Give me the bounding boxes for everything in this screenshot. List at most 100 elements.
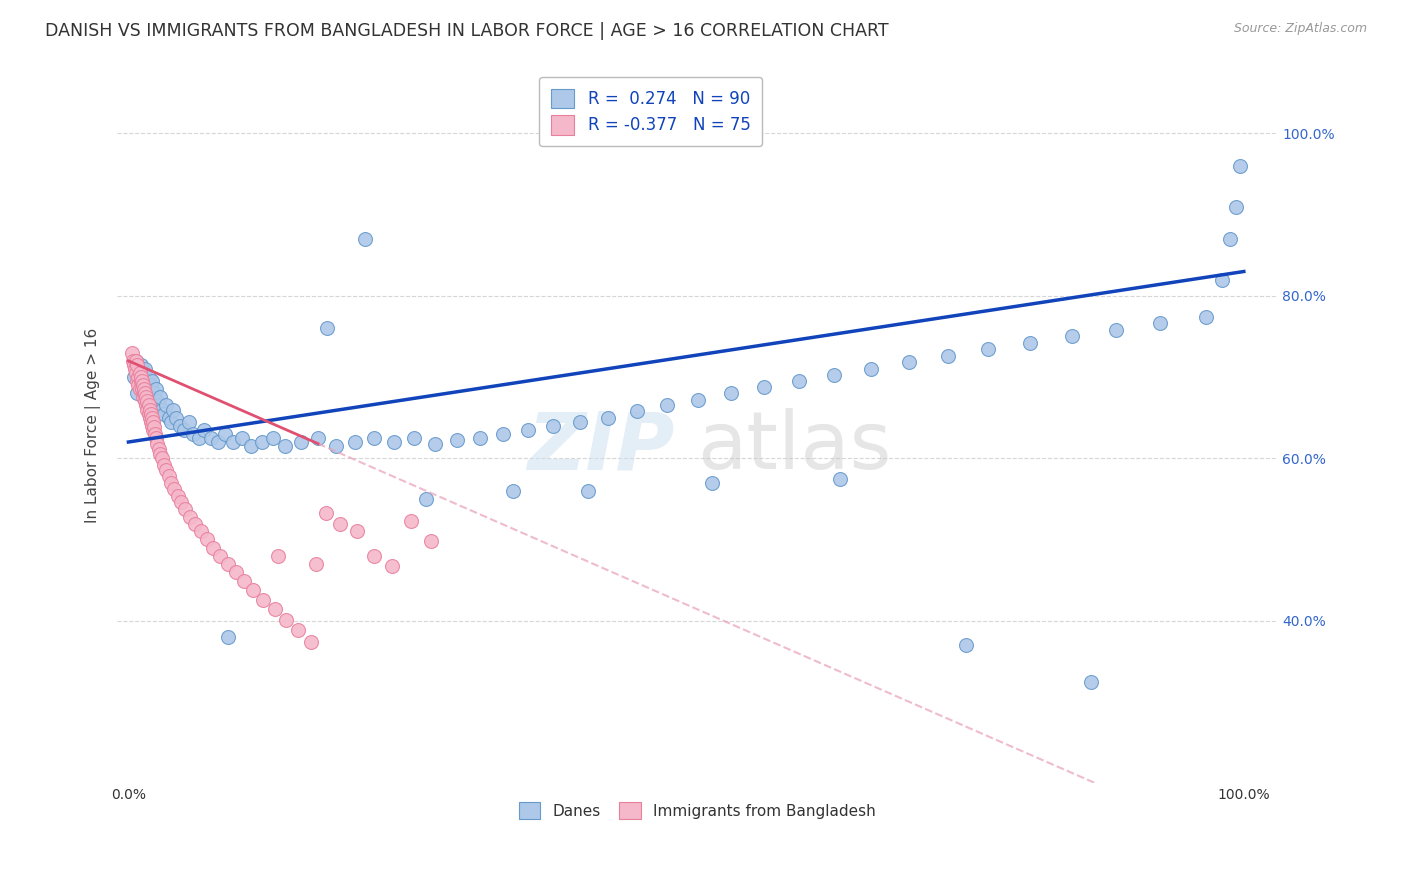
Point [146,394,169,409]
Point [127,374,149,388]
Point [132,382,155,396]
Point [252,435,274,450]
Point [134,386,156,401]
Point [153,458,176,472]
Point [1149,317,1171,331]
Point [127,362,149,376]
Point [290,435,312,450]
Point [516,423,538,437]
Point [399,514,422,528]
Point [214,426,236,441]
Point [363,431,385,445]
Point [125,366,148,380]
Point [316,321,339,335]
Point [543,418,565,433]
Point [122,358,145,372]
Point [181,426,204,441]
Point [143,386,166,401]
Point [148,442,170,456]
Point [402,431,425,445]
Point [305,557,328,571]
Point [163,482,186,496]
Point [217,630,239,644]
Point [193,423,215,437]
Point [143,420,166,434]
Point [142,390,165,404]
Point [136,402,159,417]
Point [129,358,152,372]
Point [381,559,404,574]
Point [354,232,377,246]
Text: atlas: atlas [697,409,891,486]
Point [207,435,229,450]
Point [141,418,163,433]
Point [138,410,160,425]
Text: Source: ZipAtlas.com: Source: ZipAtlas.com [1233,22,1367,36]
Point [159,415,181,429]
Point [1225,200,1247,214]
Point [129,370,152,384]
Point [1018,335,1040,350]
Point [955,638,977,652]
Point [177,415,200,429]
Point [132,378,155,392]
Point [150,451,173,466]
Point [1219,232,1241,246]
Point [155,399,177,413]
Point [1104,323,1126,337]
Point [382,435,405,450]
Point [262,431,284,445]
Point [425,436,447,450]
Point [127,378,149,392]
Point [1229,159,1251,173]
Point [153,407,176,421]
Point [142,423,165,437]
Point [138,370,160,384]
Point [626,404,648,418]
Point [287,624,309,638]
Point [202,541,225,555]
Point [132,382,155,396]
Point [343,435,366,450]
Point [127,386,149,401]
Point [145,382,167,396]
Legend: Danes, Immigrants from Bangladesh: Danes, Immigrants from Bangladesh [513,796,882,825]
Point [169,418,191,433]
Point [138,382,160,396]
Point [138,399,160,413]
Point [150,402,173,417]
Point [155,463,177,477]
Point [131,374,153,388]
Text: ZIP: ZIP [527,409,673,486]
Point [492,426,515,441]
Point [179,509,201,524]
Point [860,362,883,376]
Point [222,435,245,450]
Point [346,524,368,539]
Point [252,592,274,607]
Point [141,410,163,425]
Point [190,524,212,539]
Point [274,613,297,627]
Point [148,399,170,413]
Point [263,602,285,616]
Point [267,549,290,563]
Point [184,516,207,531]
Point [165,410,187,425]
Point [136,390,159,404]
Point [363,549,385,563]
Point [124,362,146,376]
Point [131,382,153,396]
Point [157,410,180,425]
Point [138,402,160,417]
Point [145,431,167,445]
Point [142,415,165,429]
Point [127,358,149,372]
Point [173,423,195,437]
Point [231,431,253,445]
Point [122,354,145,368]
Point [135,374,157,388]
Point [138,407,160,421]
Point [224,565,246,579]
Point [125,354,148,368]
